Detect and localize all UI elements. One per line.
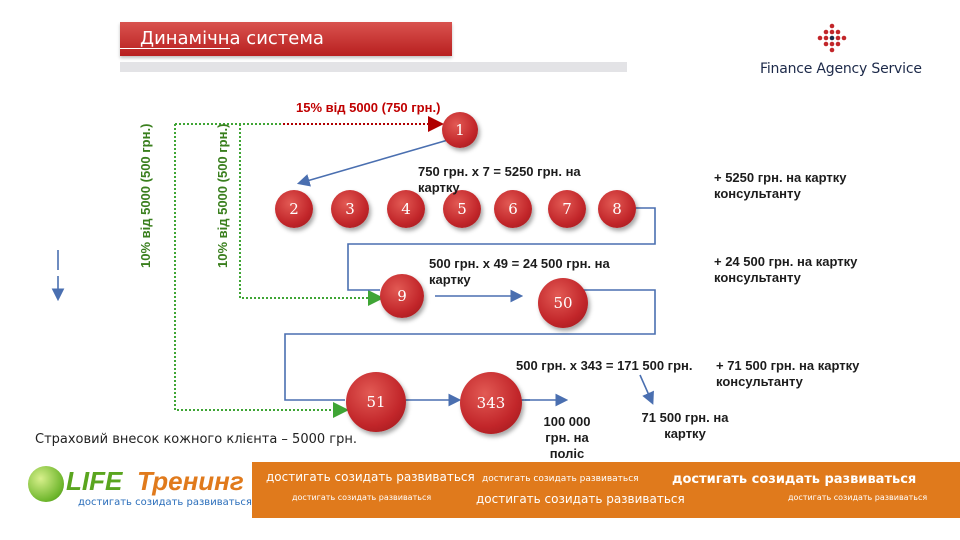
brand-slogan: достигать созидать развиваться [78, 497, 252, 508]
page-title: Динамічна система [140, 28, 324, 49]
row2-right-text: + 24 500 грн. на картку консультанту [714, 254, 858, 285]
footer-banner: достигать созидать развиваться достигать… [252, 462, 960, 518]
node-7: 7 [548, 190, 586, 228]
footer-slogan-3: достигать созидать развиваться [482, 474, 639, 484]
node-8: 8 [598, 190, 636, 228]
brand-training: Тренинг [137, 466, 244, 496]
brand-ball-icon [28, 466, 64, 502]
footer-slogan-6: достигать созидать развиваться [788, 493, 928, 502]
vertical-label-2: 10% від 5000 (500 грн.) [215, 123, 230, 268]
policy-text: 100 000 грн. на поліс [543, 414, 591, 461]
node-6: 6 [494, 190, 532, 228]
footer-slogan-2: достигать созидать развиваться [292, 493, 432, 502]
node-2: 2 [275, 190, 313, 228]
footer-slogan-4: достигать созидать развиваться [476, 492, 685, 506]
premium-note: Страховий внесок кожного клієнта – 5000 … [35, 432, 357, 447]
node-343: 343 [460, 372, 522, 434]
title-bar [120, 22, 452, 56]
logo-dots-icon [817, 23, 847, 53]
node-9: 9 [380, 274, 424, 318]
footer-slogan-5: достигать созидать развиваться [672, 472, 917, 487]
node-1: 1 [442, 112, 478, 148]
footer-slogan-1: достигать созидать развиваться [266, 470, 475, 484]
node-51: 51 [346, 372, 406, 432]
vertical-label-1: 10% від 5000 (500 грн.) [138, 123, 153, 268]
node-3: 3 [331, 190, 369, 228]
card-text: 71 500 грн. на картку [641, 410, 729, 441]
node-4: 4 [387, 190, 425, 228]
row2-text: 500 грн. х 49 = 24 500 грн. на картку [429, 256, 610, 287]
node-50: 50 [538, 278, 588, 328]
header-divider [120, 62, 627, 72]
title-underline [120, 48, 230, 49]
node-5: 5 [443, 190, 481, 228]
row1-text: 750 грн. х 7 = 5250 грн. на картку [418, 164, 581, 195]
row3-text: 500 грн. х 343 = 171 500 грн. [516, 358, 693, 373]
row3-right-text: + 71 500 грн. на картку консультанту [716, 358, 860, 389]
row1-right-text: + 5250 грн. на картку консультанту [714, 170, 847, 201]
top-label: 15% від 5000 (750 грн.) [296, 100, 441, 115]
logo-text: Finance Agency Service [760, 61, 922, 77]
brand-life: LIFE [66, 466, 123, 496]
